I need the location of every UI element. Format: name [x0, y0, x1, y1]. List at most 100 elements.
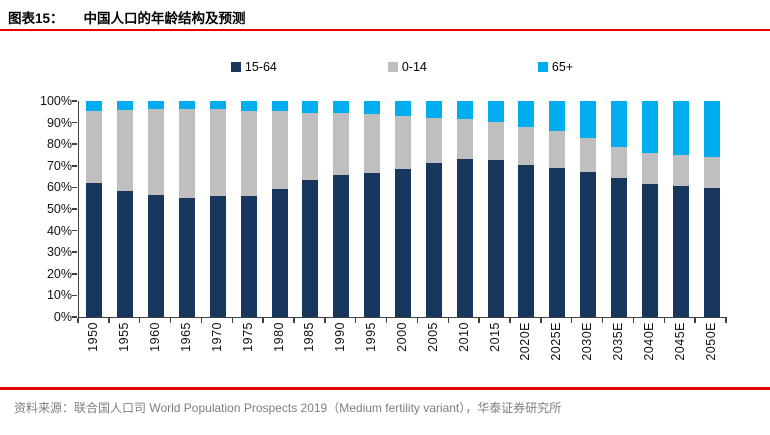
x-axis-label-cell: 1990: [325, 322, 356, 380]
legend-item-65+: 65+: [537, 60, 574, 74]
y-axis-tick: [72, 121, 77, 124]
y-axis-tick: [72, 165, 77, 167]
bar-segment-65+: [333, 101, 350, 114]
bar-segment-15-64: [302, 179, 319, 317]
x-axis-label-cell: 1965: [171, 322, 202, 380]
x-axis-label-cell: 2050E: [695, 322, 726, 380]
bar-segment-0-14: [456, 118, 473, 159]
bar-group-2000: [388, 101, 419, 317]
x-axis-label: 2030E: [580, 322, 595, 361]
bar-segment-0-14: [148, 109, 165, 196]
stacked-bar: [487, 101, 504, 317]
bar-segment-15-64: [395, 169, 412, 317]
bar-group-2015: [480, 101, 511, 317]
stacked-bar: [209, 101, 226, 317]
x-axis-label: 1950: [86, 322, 101, 352]
bar-segment-65+: [179, 101, 195, 109]
bar-segment-15-64: [487, 160, 504, 317]
bar-group-1975: [233, 101, 264, 317]
x-axis-label-cell: 2030E: [572, 322, 603, 380]
legend-label: 0-14: [401, 60, 427, 74]
stacked-bar: [703, 101, 720, 317]
bar-group-1965: [172, 101, 203, 317]
bar-segment-65+: [580, 101, 597, 138]
x-axis-label: 2035E: [611, 322, 626, 361]
bar-segment-0-14: [518, 126, 535, 166]
y-axis-tick: [72, 208, 77, 210]
bar-segment-0-14: [364, 114, 381, 173]
x-axis-tick: [447, 318, 450, 323]
bar-segment-15-64: [364, 172, 381, 317]
legend-label: 65+: [551, 60, 574, 74]
bar-segment-15-64: [456, 158, 473, 317]
bar-group-2050E: [696, 101, 727, 317]
y-axis-tick: [72, 294, 77, 297]
x-axis-tick: [169, 318, 172, 323]
bar-segment-0-14: [580, 137, 597, 172]
bar-segment-15-64: [271, 189, 288, 317]
bar-segment-15-64: [240, 195, 257, 317]
bar-segment-15-64: [425, 162, 442, 317]
x-axis-label: 2045E: [672, 322, 687, 361]
bar-group-2005: [418, 101, 449, 317]
x-axis-label: 1965: [179, 322, 193, 352]
legend-item-15-64: 15-64: [230, 60, 277, 74]
x-axis-label: 2005: [425, 322, 440, 352]
x-axis-tick: [354, 318, 357, 323]
x-axis-label: 2020E: [518, 322, 533, 361]
bar-segment-15-64: [179, 198, 195, 317]
x-axis-label: 1975: [240, 322, 255, 352]
x-axis-label: 1955: [117, 322, 132, 352]
y-axis-label: 20%: [46, 266, 72, 281]
bar-segment-0-14: [86, 110, 103, 184]
y-axis-tick: [72, 143, 77, 145]
legend-item-0-14: 0-14: [387, 60, 427, 74]
figure-header: 图表15： 中国人口的年龄结构及预测: [8, 7, 246, 27]
bar-group-1955: [110, 101, 141, 317]
x-axis-tick: [293, 318, 295, 323]
bar-segment-15-64: [580, 171, 597, 317]
x-axis-tick: [108, 318, 110, 323]
x-axis-label: 2025E: [549, 322, 564, 361]
x-axis-tick: [570, 318, 573, 323]
x-axis-tick: [262, 318, 264, 323]
bar-segment-15-64: [641, 183, 658, 317]
x-axis-label-cell: 2025E: [541, 322, 572, 380]
bar-segment-0-14: [179, 109, 195, 199]
source-text: 资料来源：联合国人口司 World Population Prospects 2…: [14, 401, 562, 415]
x-axis-label: 1980: [271, 322, 286, 352]
x-axis-tick: [200, 318, 203, 323]
bar-segment-0-14: [703, 157, 720, 189]
stacked-bar: [364, 101, 381, 317]
stacked-bar: [302, 101, 319, 317]
bar-segment-0-14: [395, 115, 412, 170]
bar-segment-15-64: [549, 168, 566, 317]
x-axis-label-cell: 1950: [78, 322, 109, 380]
stacked-bar: [179, 101, 195, 317]
bar-segment-65+: [703, 101, 720, 158]
x-axis-label-cell: 2000: [387, 322, 418, 380]
figure-title: 中国人口的年龄结构及预测: [83, 11, 246, 26]
stacked-bar: [611, 101, 628, 317]
y-axis-label: 70%: [46, 158, 72, 173]
y-axis-label: 90%: [46, 115, 72, 130]
bar-segment-65+: [209, 101, 226, 110]
bar-segment-0-14: [611, 146, 628, 179]
legend-swatch-65+: [537, 62, 548, 72]
y-axis-tick: [72, 316, 77, 318]
stacked-bar: [641, 101, 658, 317]
bar-segment-0-14: [641, 152, 658, 184]
x-axis-label-cell: 2005: [417, 322, 448, 380]
x-axis-label: 1990: [333, 322, 348, 352]
bar-segment-0-14: [117, 110, 134, 192]
bar-group-1960: [141, 101, 172, 317]
bar-segment-65+: [240, 101, 257, 111]
stacked-bar: [395, 101, 412, 317]
x-axis-tick: [663, 318, 666, 323]
bar-group-2025E: [542, 101, 573, 317]
x-axis-tick: [632, 318, 635, 323]
bar-segment-65+: [672, 101, 689, 156]
stacked-bar: [549, 101, 566, 317]
bar-group-2020E: [511, 101, 542, 317]
